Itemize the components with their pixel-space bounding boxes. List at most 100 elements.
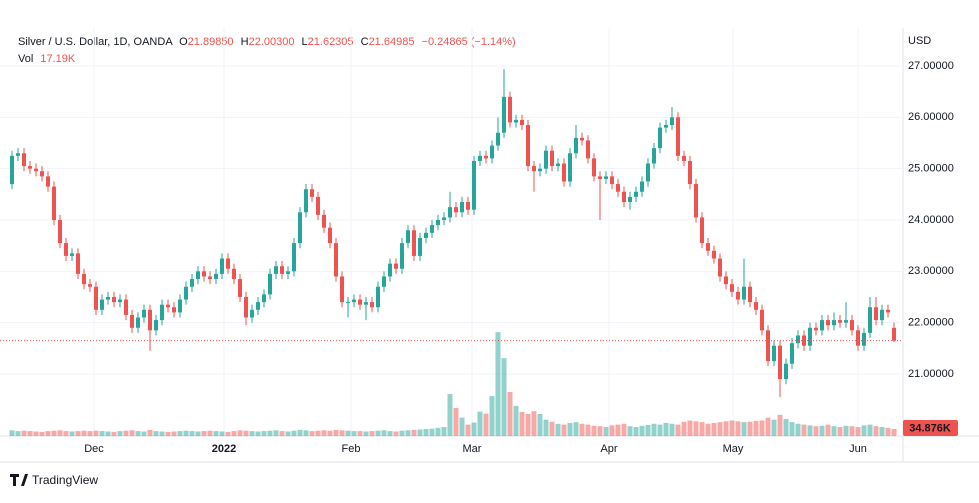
candle-body — [376, 286, 380, 308]
candle-body — [142, 309, 146, 318]
volume-bar — [645, 425, 651, 436]
candle-body — [304, 189, 308, 213]
volume-bar — [105, 431, 111, 436]
volume-bar — [723, 421, 729, 436]
volume-bar — [243, 430, 249, 436]
candle-body — [700, 217, 704, 244]
volume-bar — [687, 420, 693, 436]
volume-bar — [819, 425, 825, 436]
volume-bar — [21, 430, 27, 436]
candle-body — [346, 302, 350, 304]
change: −0.24865 (−1.14%) — [422, 36, 516, 48]
volume-bar — [591, 425, 597, 436]
volume-bar — [789, 422, 795, 436]
volume-bar — [561, 424, 567, 436]
candle-body — [358, 299, 362, 305]
candle-body — [784, 363, 788, 380]
open-value: 21.89850 — [188, 36, 234, 48]
candle-body — [34, 168, 38, 172]
volume-bar — [207, 430, 213, 436]
candle-body — [28, 166, 32, 169]
candles — [10, 69, 896, 398]
volume-bar — [291, 430, 297, 436]
candle-body — [610, 176, 614, 185]
volume-bar — [603, 427, 609, 436]
candle-body — [514, 119, 518, 123]
volume-bar — [273, 430, 279, 436]
volume-bar — [471, 422, 477, 436]
candle-body — [598, 176, 602, 179]
candle-body — [472, 160, 476, 210]
y-tick-label: 27.00000 — [908, 60, 954, 72]
volume-bar — [375, 430, 381, 436]
volume-bar — [483, 413, 489, 436]
candle-body — [364, 302, 368, 305]
candle-body — [442, 217, 446, 220]
volume-bar — [387, 431, 393, 436]
candle-body — [856, 330, 860, 346]
volume-bar — [357, 431, 363, 436]
volume-bar — [147, 429, 153, 436]
candle-body — [400, 243, 404, 269]
candle-body — [496, 132, 500, 146]
candle-body — [106, 296, 110, 300]
candle-body — [544, 150, 548, 169]
volume-bar — [129, 430, 135, 436]
volume-bar — [585, 424, 591, 436]
candle-body — [532, 166, 536, 172]
volume-bar — [717, 422, 723, 436]
candle-body — [352, 299, 356, 303]
volume-bar — [219, 431, 225, 436]
candle-body — [322, 214, 326, 228]
volume-bar — [297, 429, 303, 436]
candle-body — [190, 279, 194, 287]
candle-body — [94, 286, 98, 310]
candle-body — [388, 263, 392, 277]
volume-bar — [885, 427, 891, 436]
candle-body — [814, 327, 818, 331]
candle-body — [244, 296, 248, 318]
volume-bar — [81, 430, 87, 436]
tradingview-logo: TradingView — [10, 473, 98, 487]
volume-bar — [489, 396, 495, 436]
candle-body — [208, 276, 212, 280]
candle-body — [46, 176, 50, 187]
volume-bar — [153, 431, 159, 436]
candle-body — [436, 219, 440, 226]
volume-bar — [465, 424, 471, 436]
volume-bar — [399, 430, 405, 436]
volume-bar — [867, 424, 873, 436]
volume-bar — [69, 431, 75, 436]
candle-body — [292, 243, 296, 272]
candle-body — [838, 320, 842, 323]
volume-bar — [63, 431, 69, 436]
candle-body — [706, 243, 710, 251]
volume-bar — [453, 407, 459, 436]
candle-body — [520, 119, 524, 126]
candle-body — [460, 202, 464, 213]
candle-body — [382, 276, 386, 287]
candle-body — [772, 345, 776, 362]
volume-bar — [651, 423, 657, 436]
candle-body — [484, 155, 488, 159]
candle-body — [880, 309, 884, 321]
volume-bar — [39, 431, 45, 436]
candle-body — [238, 279, 242, 297]
candle-body — [280, 266, 284, 274]
candle-body — [832, 320, 836, 326]
candle-body — [136, 317, 140, 328]
volume-bar — [315, 430, 321, 436]
volume-bar — [579, 423, 585, 436]
candle-body — [526, 125, 530, 167]
volume-bar — [525, 414, 531, 436]
volume-bar — [261, 431, 267, 436]
volume-bar — [633, 427, 639, 436]
volume-bar — [765, 417, 771, 436]
candle-body — [796, 335, 800, 344]
candle-body — [754, 302, 758, 310]
candle-body — [628, 196, 632, 203]
volume-bar — [363, 431, 369, 436]
x-tick-label: 2022 — [212, 443, 236, 455]
volume-bar — [567, 422, 573, 436]
